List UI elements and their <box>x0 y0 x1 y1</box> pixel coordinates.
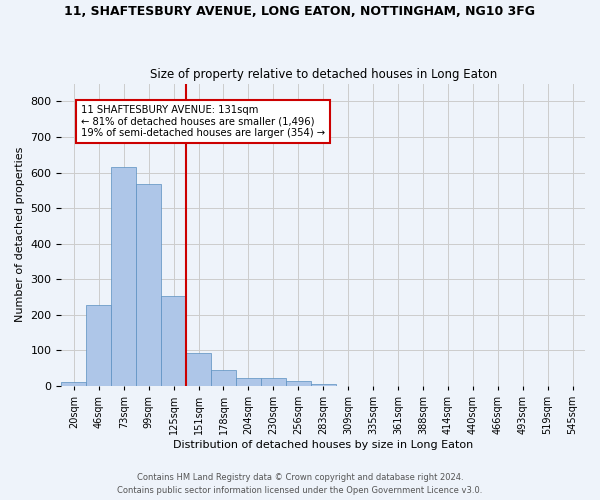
Bar <box>61 382 86 386</box>
Bar <box>161 296 186 386</box>
Y-axis label: Number of detached properties: Number of detached properties <box>15 147 25 322</box>
Bar <box>136 184 161 386</box>
Bar <box>86 305 111 386</box>
Bar <box>261 378 286 386</box>
Bar <box>286 380 311 386</box>
X-axis label: Distribution of detached houses by size in Long Eaton: Distribution of detached houses by size … <box>173 440 473 450</box>
Title: Size of property relative to detached houses in Long Eaton: Size of property relative to detached ho… <box>149 68 497 81</box>
Bar <box>111 167 136 386</box>
Bar <box>186 353 211 386</box>
Bar <box>311 384 335 386</box>
Text: 11, SHAFTESBURY AVENUE, LONG EATON, NOTTINGHAM, NG10 3FG: 11, SHAFTESBURY AVENUE, LONG EATON, NOTT… <box>65 5 536 18</box>
Bar <box>236 378 261 386</box>
Text: Contains HM Land Registry data © Crown copyright and database right 2024.
Contai: Contains HM Land Registry data © Crown c… <box>118 474 482 495</box>
Bar <box>211 370 236 386</box>
Text: 11 SHAFTESBURY AVENUE: 131sqm
← 81% of detached houses are smaller (1,496)
19% o: 11 SHAFTESBURY AVENUE: 131sqm ← 81% of d… <box>82 105 325 138</box>
